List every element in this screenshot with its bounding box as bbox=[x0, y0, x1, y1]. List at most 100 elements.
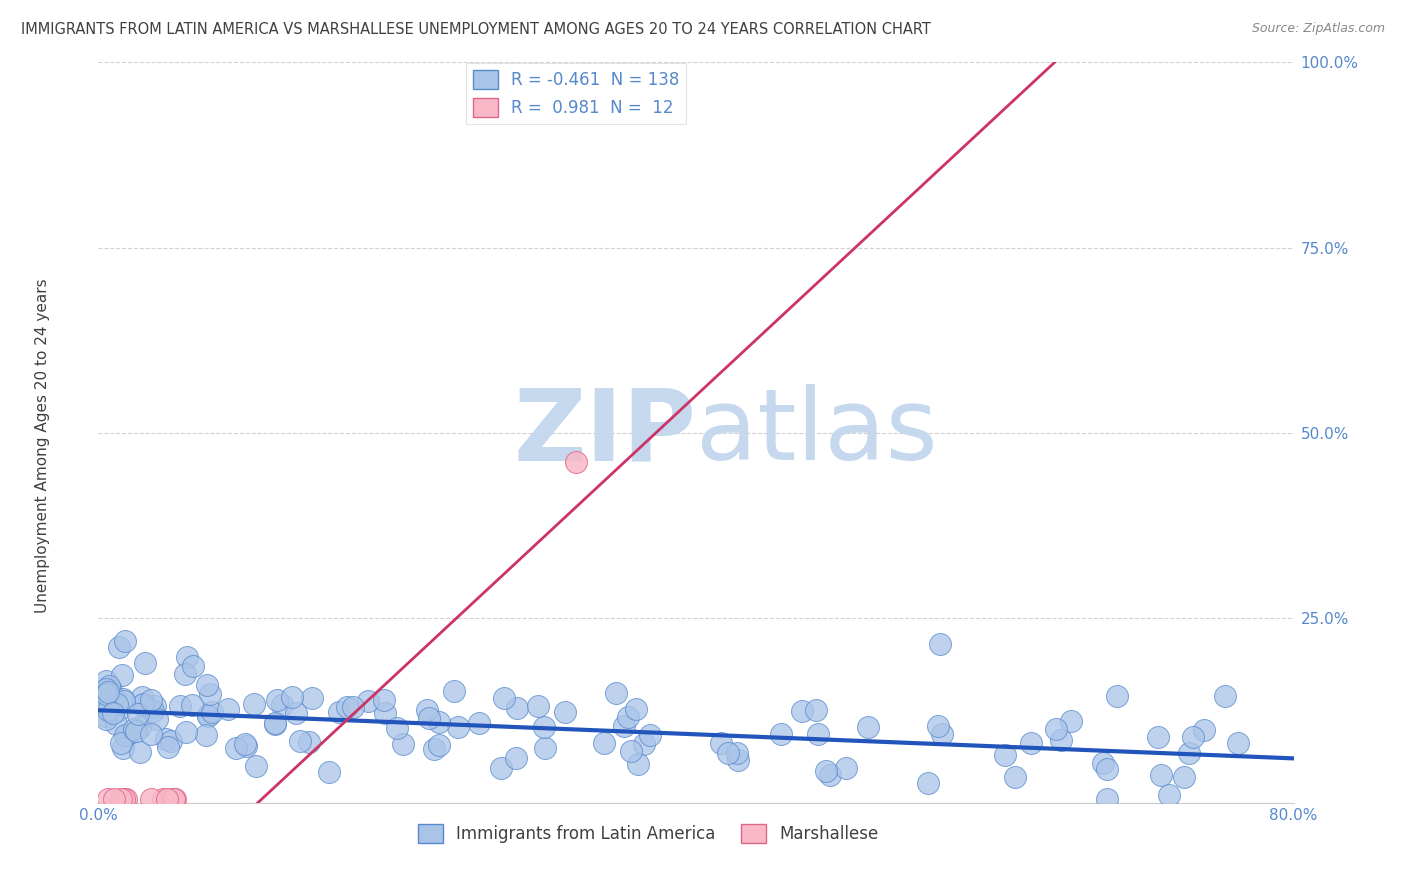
Point bbox=[815, 764, 838, 778]
Text: IMMIGRANTS FROM LATIN AMERICA VS MARSHALLESE UNEMPLOYMENT AMONG AGES 20 TO 24 YE: IMMIGRANTS FROM LATIN AMERICA VS MARSHAL… bbox=[21, 22, 931, 37]
Point bbox=[342, 700, 364, 714]
Point bbox=[162, 792, 184, 806]
Point bbox=[1004, 770, 1026, 784]
Point bbox=[176, 650, 198, 665]
Point bbox=[107, 702, 129, 716]
Point bbox=[245, 759, 267, 773]
Point bbox=[727, 753, 749, 767]
Point bbox=[152, 792, 174, 806]
Point bbox=[1173, 770, 1195, 784]
Point bbox=[1178, 746, 1201, 760]
Point bbox=[790, 704, 813, 718]
Point bbox=[115, 792, 138, 806]
Point bbox=[533, 741, 555, 756]
Point bbox=[769, 727, 792, 741]
Point bbox=[717, 746, 740, 760]
Point bbox=[94, 697, 117, 711]
Point bbox=[160, 733, 183, 747]
Point bbox=[174, 725, 197, 739]
Point bbox=[103, 690, 125, 705]
Point bbox=[114, 728, 136, 742]
Point bbox=[128, 745, 150, 759]
Point bbox=[447, 720, 470, 734]
Point bbox=[994, 748, 1017, 763]
Point bbox=[107, 640, 129, 655]
Point bbox=[1147, 730, 1170, 744]
Point bbox=[94, 712, 117, 726]
Point bbox=[243, 697, 266, 711]
Text: Source: ZipAtlas.com: Source: ZipAtlas.com bbox=[1251, 22, 1385, 36]
Legend: Immigrants from Latin America, Marshallese: Immigrants from Latin America, Marshalle… bbox=[412, 817, 884, 850]
Point bbox=[271, 698, 294, 713]
Point bbox=[806, 703, 828, 717]
Point bbox=[336, 700, 359, 714]
Point bbox=[156, 740, 179, 755]
Point bbox=[105, 697, 128, 711]
Point bbox=[633, 737, 655, 751]
Point bbox=[392, 737, 415, 751]
Point bbox=[929, 637, 952, 651]
Point bbox=[301, 691, 323, 706]
Point bbox=[101, 706, 124, 720]
Text: Unemployment Among Ages 20 to 24 years: Unemployment Among Ages 20 to 24 years bbox=[35, 278, 49, 614]
Point bbox=[1091, 756, 1114, 770]
Point bbox=[1149, 768, 1171, 782]
Point bbox=[112, 792, 135, 806]
Point bbox=[127, 706, 149, 721]
Point bbox=[835, 761, 858, 775]
Point bbox=[132, 698, 155, 712]
Point bbox=[141, 693, 163, 707]
Point bbox=[134, 656, 156, 670]
Point bbox=[114, 633, 136, 648]
Point bbox=[200, 687, 222, 701]
Point bbox=[298, 735, 321, 749]
Point bbox=[554, 705, 576, 719]
Point bbox=[105, 717, 128, 731]
Point bbox=[97, 703, 120, 717]
Point bbox=[195, 678, 218, 692]
Point bbox=[263, 716, 285, 731]
Point bbox=[217, 702, 239, 716]
Point bbox=[640, 728, 662, 742]
Point bbox=[505, 751, 527, 765]
Point bbox=[605, 686, 627, 700]
Point bbox=[620, 744, 643, 758]
Point bbox=[197, 708, 219, 723]
Point bbox=[565, 455, 588, 469]
Point bbox=[110, 792, 132, 806]
Point bbox=[100, 683, 122, 698]
Point bbox=[266, 693, 288, 707]
Point bbox=[856, 720, 879, 734]
Point bbox=[418, 711, 440, 725]
Point bbox=[111, 692, 134, 706]
Point bbox=[1181, 730, 1204, 744]
Point bbox=[141, 726, 163, 740]
Point bbox=[94, 673, 117, 688]
Point bbox=[374, 706, 396, 720]
Point bbox=[613, 719, 636, 733]
Point bbox=[1213, 689, 1236, 703]
Point bbox=[97, 685, 120, 699]
Point bbox=[143, 698, 166, 713]
Point bbox=[98, 679, 121, 693]
Point bbox=[142, 704, 165, 718]
Point bbox=[1060, 714, 1083, 729]
Point bbox=[1095, 792, 1118, 806]
Point bbox=[284, 706, 307, 721]
Point bbox=[626, 702, 648, 716]
Point bbox=[173, 666, 195, 681]
Point bbox=[1157, 788, 1180, 802]
Point bbox=[97, 792, 120, 806]
Point bbox=[122, 723, 145, 737]
Point bbox=[200, 705, 222, 719]
Point bbox=[1192, 723, 1215, 737]
Point bbox=[128, 720, 150, 734]
Point bbox=[492, 691, 515, 706]
Point bbox=[181, 698, 204, 713]
Point bbox=[616, 710, 638, 724]
Point bbox=[931, 727, 953, 741]
Point bbox=[139, 792, 162, 806]
Point bbox=[527, 698, 550, 713]
Point bbox=[163, 792, 186, 806]
Point bbox=[110, 736, 132, 750]
